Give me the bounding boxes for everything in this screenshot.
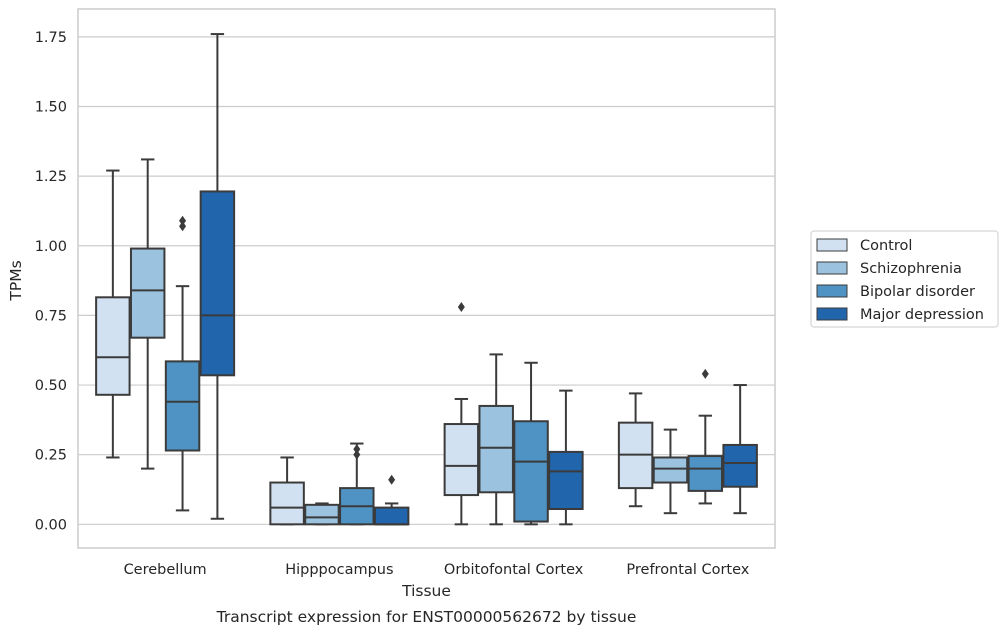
legend-swatch xyxy=(816,307,848,321)
legend-swatch xyxy=(816,284,848,298)
outlier-marker xyxy=(701,368,709,379)
box-iqr xyxy=(304,503,340,526)
box-schizophrenia xyxy=(652,428,689,515)
legend-label: Major depression xyxy=(860,307,984,323)
x-tick-label: Orbitofontal Cortex xyxy=(444,562,584,578)
box-iqr xyxy=(164,360,201,452)
box-schizophrenia xyxy=(478,353,514,526)
x-tick-label: Hipppocampus xyxy=(285,562,393,578)
y-axis-ticks: 0.00 0.25 0.50 0.75 1.00 1.25 1.50 1.75 xyxy=(35,30,67,533)
legend-swatch xyxy=(816,238,848,252)
legend-label: Bipolar disorder xyxy=(860,284,975,300)
box-iqr xyxy=(722,443,758,488)
box-iqr xyxy=(269,481,305,526)
legend-label: Control xyxy=(860,238,912,254)
y-axis-label: TPMs xyxy=(7,260,25,301)
x-axis-label: Tissue xyxy=(401,582,451,600)
box-bipolar-disorder xyxy=(164,215,201,512)
box-major-depression xyxy=(199,33,236,520)
box-bipolar-disorder xyxy=(339,442,375,526)
legend-label: Schizophrenia xyxy=(860,261,962,277)
legend-swatch xyxy=(816,261,848,275)
box-bipolar-disorder xyxy=(687,368,724,505)
chart-caption: Transcript expression for ENST0000056267… xyxy=(216,608,637,626)
outlier-marker xyxy=(457,302,465,313)
x-tick-label: Cerebellum xyxy=(124,562,207,578)
y-tick-label: 1.50 xyxy=(35,99,67,115)
box-iqr xyxy=(513,420,549,523)
y-tick-label: 0.75 xyxy=(35,308,67,324)
box-control xyxy=(617,392,654,508)
outlier-marker xyxy=(353,449,361,460)
box-control xyxy=(95,169,131,459)
box-control xyxy=(269,456,305,526)
box-schizophrenia xyxy=(129,158,166,470)
box-bipolar-disorder xyxy=(513,361,549,526)
box-iqr xyxy=(687,455,724,492)
box-iqr xyxy=(478,404,514,494)
legend: Control Schizophrenia Bipolar disorder Majo… xyxy=(810,230,999,328)
box-control xyxy=(443,302,480,526)
outlier-marker xyxy=(353,444,361,455)
x-axis-ticks: Cerebellum Hipppocampus Orbitofontal Corte… xyxy=(124,562,750,578)
legend-frame xyxy=(810,230,999,328)
plot-area xyxy=(95,33,758,526)
x-tick-label: Prefrontal Cortex xyxy=(626,562,749,578)
box-major-depression xyxy=(548,389,584,526)
box-major-depression xyxy=(373,474,410,526)
box-iqr xyxy=(129,247,166,339)
y-tick-label: 1.00 xyxy=(35,239,67,255)
plot-frame xyxy=(77,8,776,549)
y-tick-label: 0.50 xyxy=(35,378,67,394)
y-tick-label: 0.00 xyxy=(35,517,67,533)
y-tick-label: 1.25 xyxy=(35,169,67,185)
box-iqr xyxy=(652,456,689,484)
y-tick-label: 0.25 xyxy=(35,448,67,464)
outlier-marker xyxy=(179,215,187,226)
y-tick-label: 1.75 xyxy=(35,30,67,46)
box-schizophrenia xyxy=(304,502,340,526)
box-major-depression xyxy=(722,384,758,515)
box-iqr xyxy=(548,450,584,511)
box-iqr xyxy=(373,506,410,526)
outlier-marker xyxy=(179,221,187,232)
box-iqr xyxy=(199,190,236,377)
outlier-marker xyxy=(388,474,396,485)
box-iqr xyxy=(95,296,131,396)
box-iqr xyxy=(443,423,480,497)
